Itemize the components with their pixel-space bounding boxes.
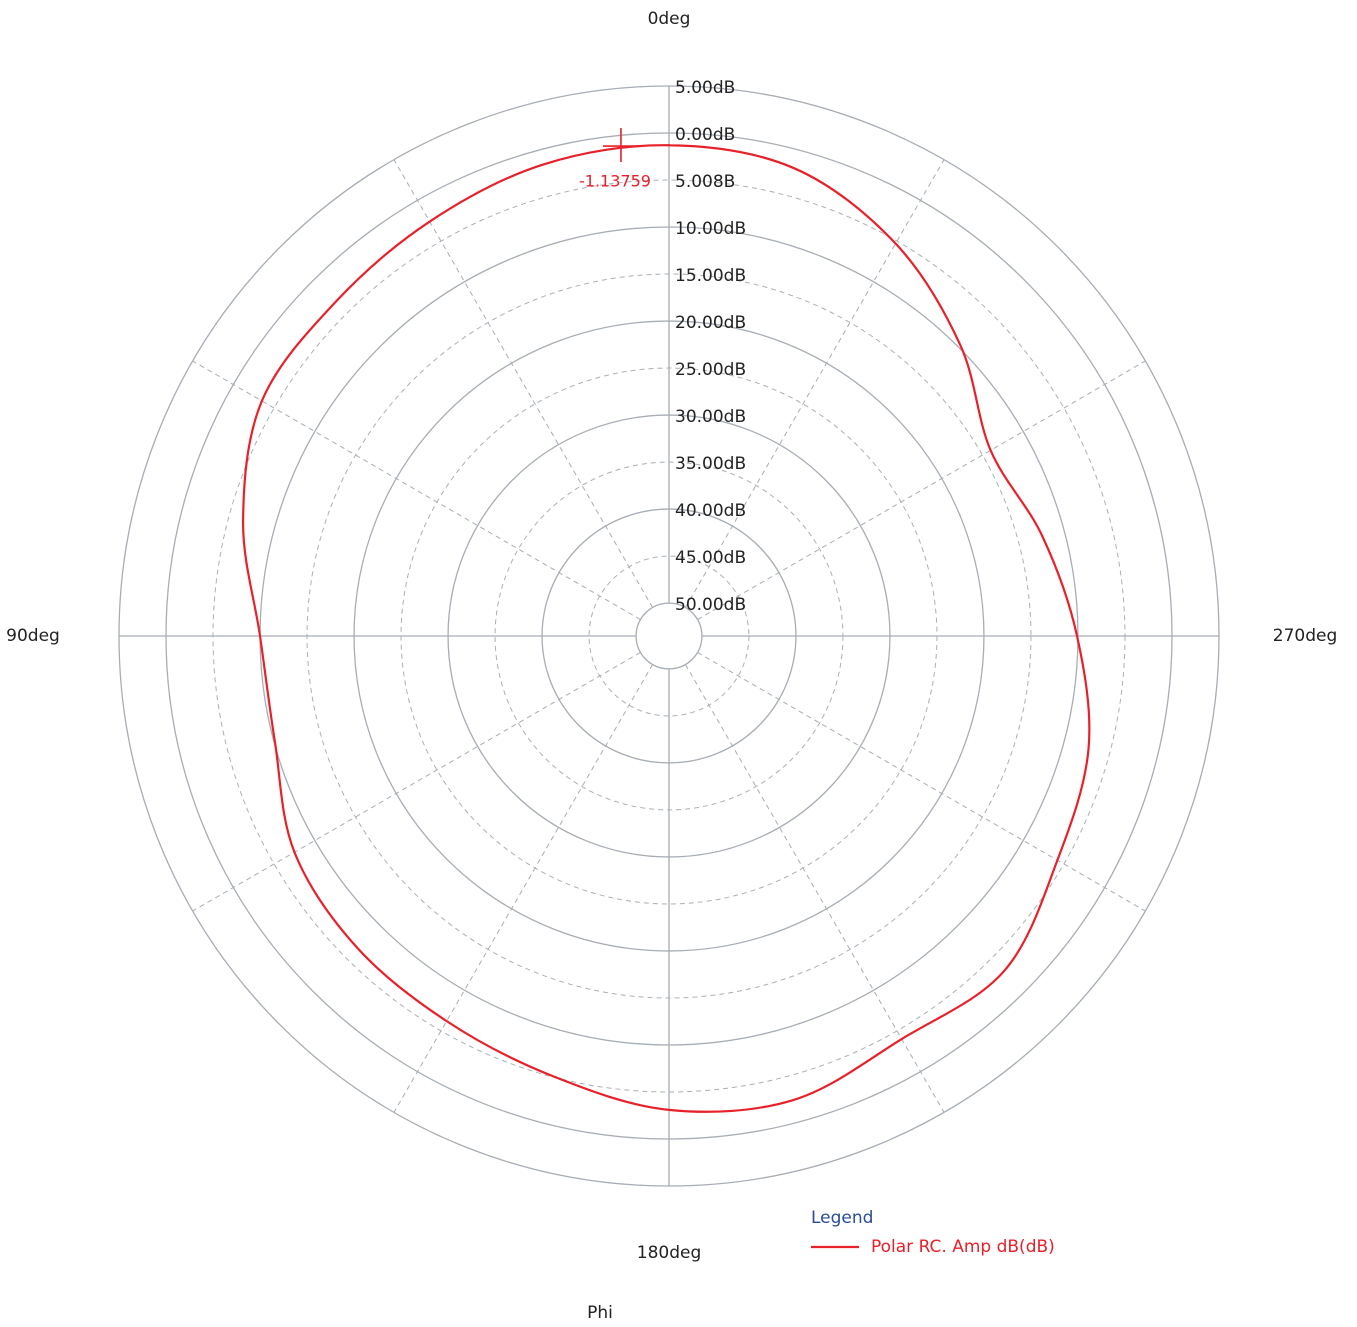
r-tick-label: 20.00dB bbox=[675, 313, 746, 333]
grid-spoke bbox=[192, 652, 641, 912]
r-tick-label: 15.00dB bbox=[675, 266, 746, 286]
r-tick-label: 50.00dB bbox=[675, 595, 746, 615]
marker-label: -1.13759 bbox=[579, 172, 651, 191]
series-line bbox=[241, 144, 1091, 1113]
r-tick-label: 25.00dB bbox=[675, 360, 746, 380]
legend-label: Polar RC. Amp dB(dB) bbox=[871, 1237, 1055, 1257]
r-tick-label: 40.00dB bbox=[675, 501, 746, 521]
axis-label: Phi bbox=[587, 1303, 613, 1323]
r-tick-label: 35.00dB bbox=[675, 454, 746, 474]
theta-tick-label: 270deg bbox=[1273, 626, 1338, 646]
r-tick-label: 5.008B bbox=[675, 172, 735, 192]
legend-title: Legend bbox=[811, 1208, 873, 1228]
grid-spoke bbox=[393, 159, 653, 608]
r-tick-label: 0.00dB bbox=[675, 125, 735, 145]
grid-spoke bbox=[192, 360, 641, 620]
theta-tick-label: 0deg bbox=[648, 9, 691, 29]
r-tick-label: 10.00dB bbox=[675, 219, 746, 239]
theta-tick-label: 180deg bbox=[637, 1243, 702, 1263]
marker bbox=[602, 128, 639, 163]
r-tick-label: 30.00dB bbox=[675, 407, 746, 427]
r-tick-label: 45.00dB bbox=[675, 548, 746, 568]
theta-tick-label: 90deg bbox=[6, 626, 60, 646]
r-tick-label: 5.00dB bbox=[675, 78, 735, 98]
